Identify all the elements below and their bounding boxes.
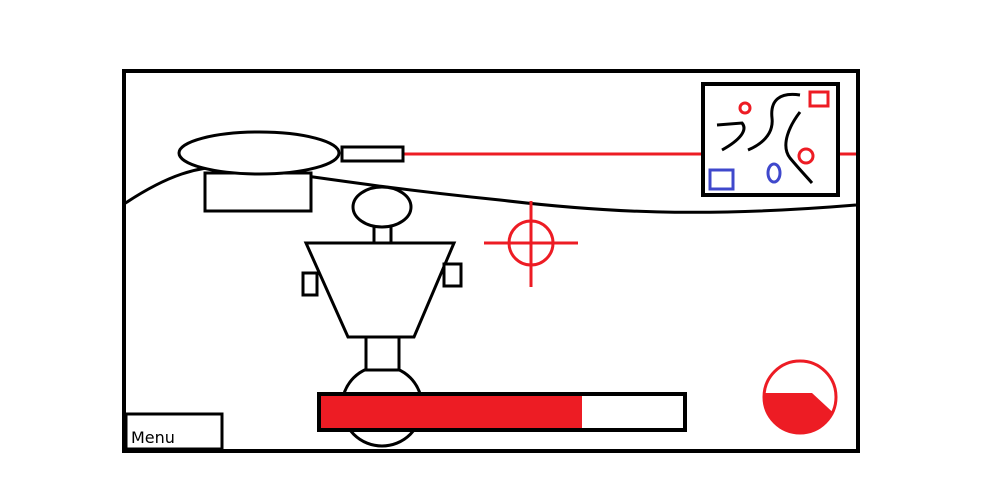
minimap-marker [708, 168, 735, 191]
minimap-marker [766, 162, 782, 184]
robot-body [303, 241, 457, 339]
enemy-tank-turret[interactable] [177, 130, 405, 213]
minimap-terrain-line [716, 121, 746, 152]
enemy-turret-barrel [340, 145, 405, 163]
menu-button-box[interactable] [124, 412, 224, 451]
cooldown-gauge [762, 359, 838, 435]
robot-player [301, 185, 463, 448]
menu-button[interactable]: Menu [124, 412, 224, 451]
enemy-turret-base [203, 171, 313, 213]
crosshair-icon [484, 201, 578, 287]
health-bar-fill [321, 396, 582, 428]
robot-arm-right [442, 262, 463, 288]
robot-leg [364, 335, 401, 372]
minimap-terrain-line [747, 92, 801, 152]
robot-head [351, 185, 413, 229]
minimap-terrain-line [784, 111, 814, 184]
menu-label: Menu [131, 428, 175, 447]
minimap-marker [808, 90, 830, 108]
minimap[interactable] [701, 82, 840, 197]
enemy-turret-dome [177, 130, 341, 176]
minimap-marker [797, 147, 815, 165]
robot-arm-left [301, 271, 319, 297]
minimap-frame [701, 82, 840, 197]
minimap-marker [738, 101, 752, 115]
health-bar [317, 392, 687, 432]
